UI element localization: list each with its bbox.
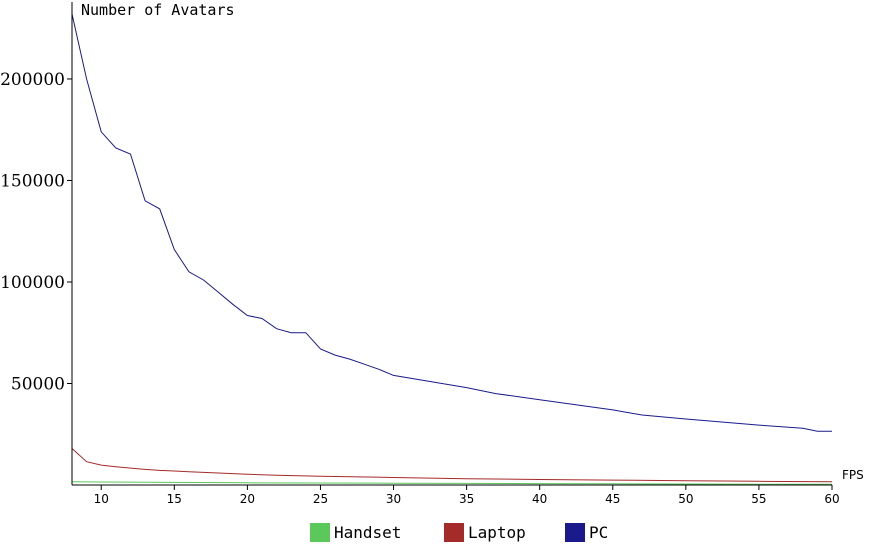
series-line-laptop: [71, 448, 833, 483]
plot-area: [71, 13, 833, 485]
y-tick-label: 100000: [0, 273, 65, 293]
x-tick-label: 35: [459, 492, 474, 506]
legend-label: Handset: [334, 523, 401, 542]
x-tick-label: 20: [240, 492, 255, 506]
legend-swatch: [310, 523, 330, 542]
x-tick-label: 25: [313, 492, 328, 506]
x-tick-label: 45: [605, 492, 620, 506]
x-tick-label: 60: [824, 492, 839, 506]
y-tick-label: 50000: [11, 374, 65, 394]
x-tick-label: 30: [386, 492, 401, 506]
x-axis-label: FPS: [842, 468, 864, 482]
series-line-pc: [71, 13, 832, 432]
legend-item-handset: Handset: [310, 523, 401, 542]
series-line-handset: [71, 481, 833, 485]
legend-swatch: [565, 523, 585, 542]
y-axis-label: Number of Avatars: [81, 1, 235, 19]
x-tick-label: 55: [751, 492, 766, 506]
x-ticks: 10 15 20 25 30 35 40 45 50 55 60: [94, 485, 840, 506]
y-ticks: 50000 100000 150000 200000: [0, 70, 72, 394]
x-tick-label: 40: [532, 492, 547, 506]
y-tick-label: 200000: [0, 70, 65, 90]
legend: Handset Laptop PC: [310, 523, 608, 542]
legend-swatch: [444, 523, 464, 542]
legend-label: Laptop: [468, 523, 526, 542]
legend-item-laptop: Laptop: [444, 523, 526, 542]
legend-label: PC: [589, 523, 608, 542]
legend-item-pc: PC: [565, 523, 608, 542]
x-tick-label: 15: [167, 492, 182, 506]
x-tick-label: 50: [678, 492, 693, 506]
y-tick-label: 150000: [0, 171, 65, 191]
x-tick-label: 10: [94, 492, 109, 506]
